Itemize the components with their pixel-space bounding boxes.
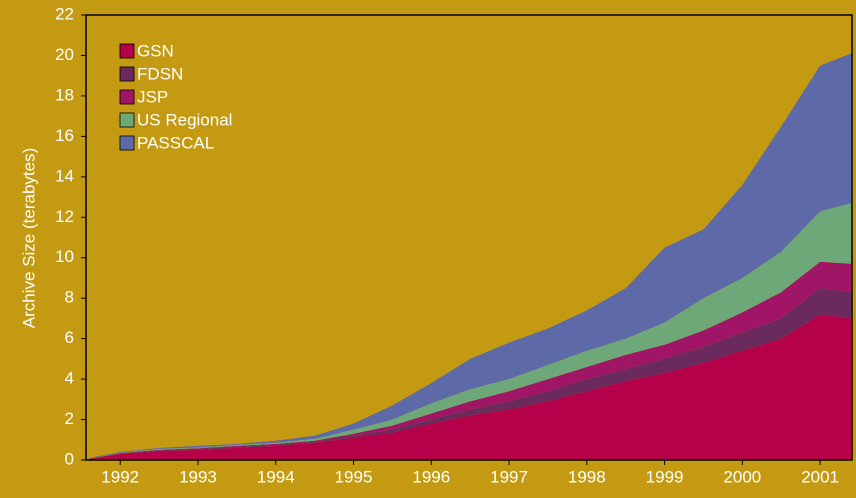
x-tick-label: 1998 xyxy=(568,467,606,486)
x-tick-label: 1996 xyxy=(412,467,450,486)
x-tick-label: 2000 xyxy=(723,467,761,486)
x-tick-label: 1992 xyxy=(101,467,139,486)
area xyxy=(89,53,852,459)
legend-swatch xyxy=(119,66,135,82)
legend-label: JSP xyxy=(137,87,168,106)
y-tick-label: 18 xyxy=(55,85,74,104)
x-tick-label: 1995 xyxy=(335,467,373,486)
y-tick-label: 6 xyxy=(65,328,74,347)
y-tick-label: 4 xyxy=(65,369,74,388)
legend-label: US Regional xyxy=(137,110,232,129)
y-tick-label: 16 xyxy=(55,126,74,145)
legend-swatch xyxy=(119,135,135,151)
y-tick-label: 8 xyxy=(65,288,74,307)
x-tick-label: 1999 xyxy=(646,467,684,486)
x-tick-label: 1993 xyxy=(179,467,217,486)
y-tick-label: 10 xyxy=(55,247,74,266)
y-tick-label: 0 xyxy=(65,449,74,468)
y-axis-label: Archive Size (terabytes) xyxy=(19,148,38,328)
legend-label: GSN xyxy=(137,41,174,60)
y-tick-label: 12 xyxy=(55,207,74,226)
legend-label: FDSN xyxy=(137,64,183,83)
x-tick-label: 1994 xyxy=(257,467,295,486)
legend-label: PASSCAL xyxy=(137,133,214,152)
y-tick-label: 2 xyxy=(65,409,74,428)
area xyxy=(89,314,852,460)
y-tick-label: 14 xyxy=(55,166,74,185)
legend-swatch xyxy=(119,43,135,59)
x-tick-label: 1997 xyxy=(490,467,528,486)
area xyxy=(89,203,852,459)
y-tick-label: 22 xyxy=(55,4,74,23)
legend-swatch xyxy=(119,112,135,128)
legend-swatch xyxy=(119,89,135,105)
plot-border xyxy=(85,14,853,461)
x-tick-label: 2001 xyxy=(801,467,839,486)
y-tick-label: 20 xyxy=(55,45,74,64)
